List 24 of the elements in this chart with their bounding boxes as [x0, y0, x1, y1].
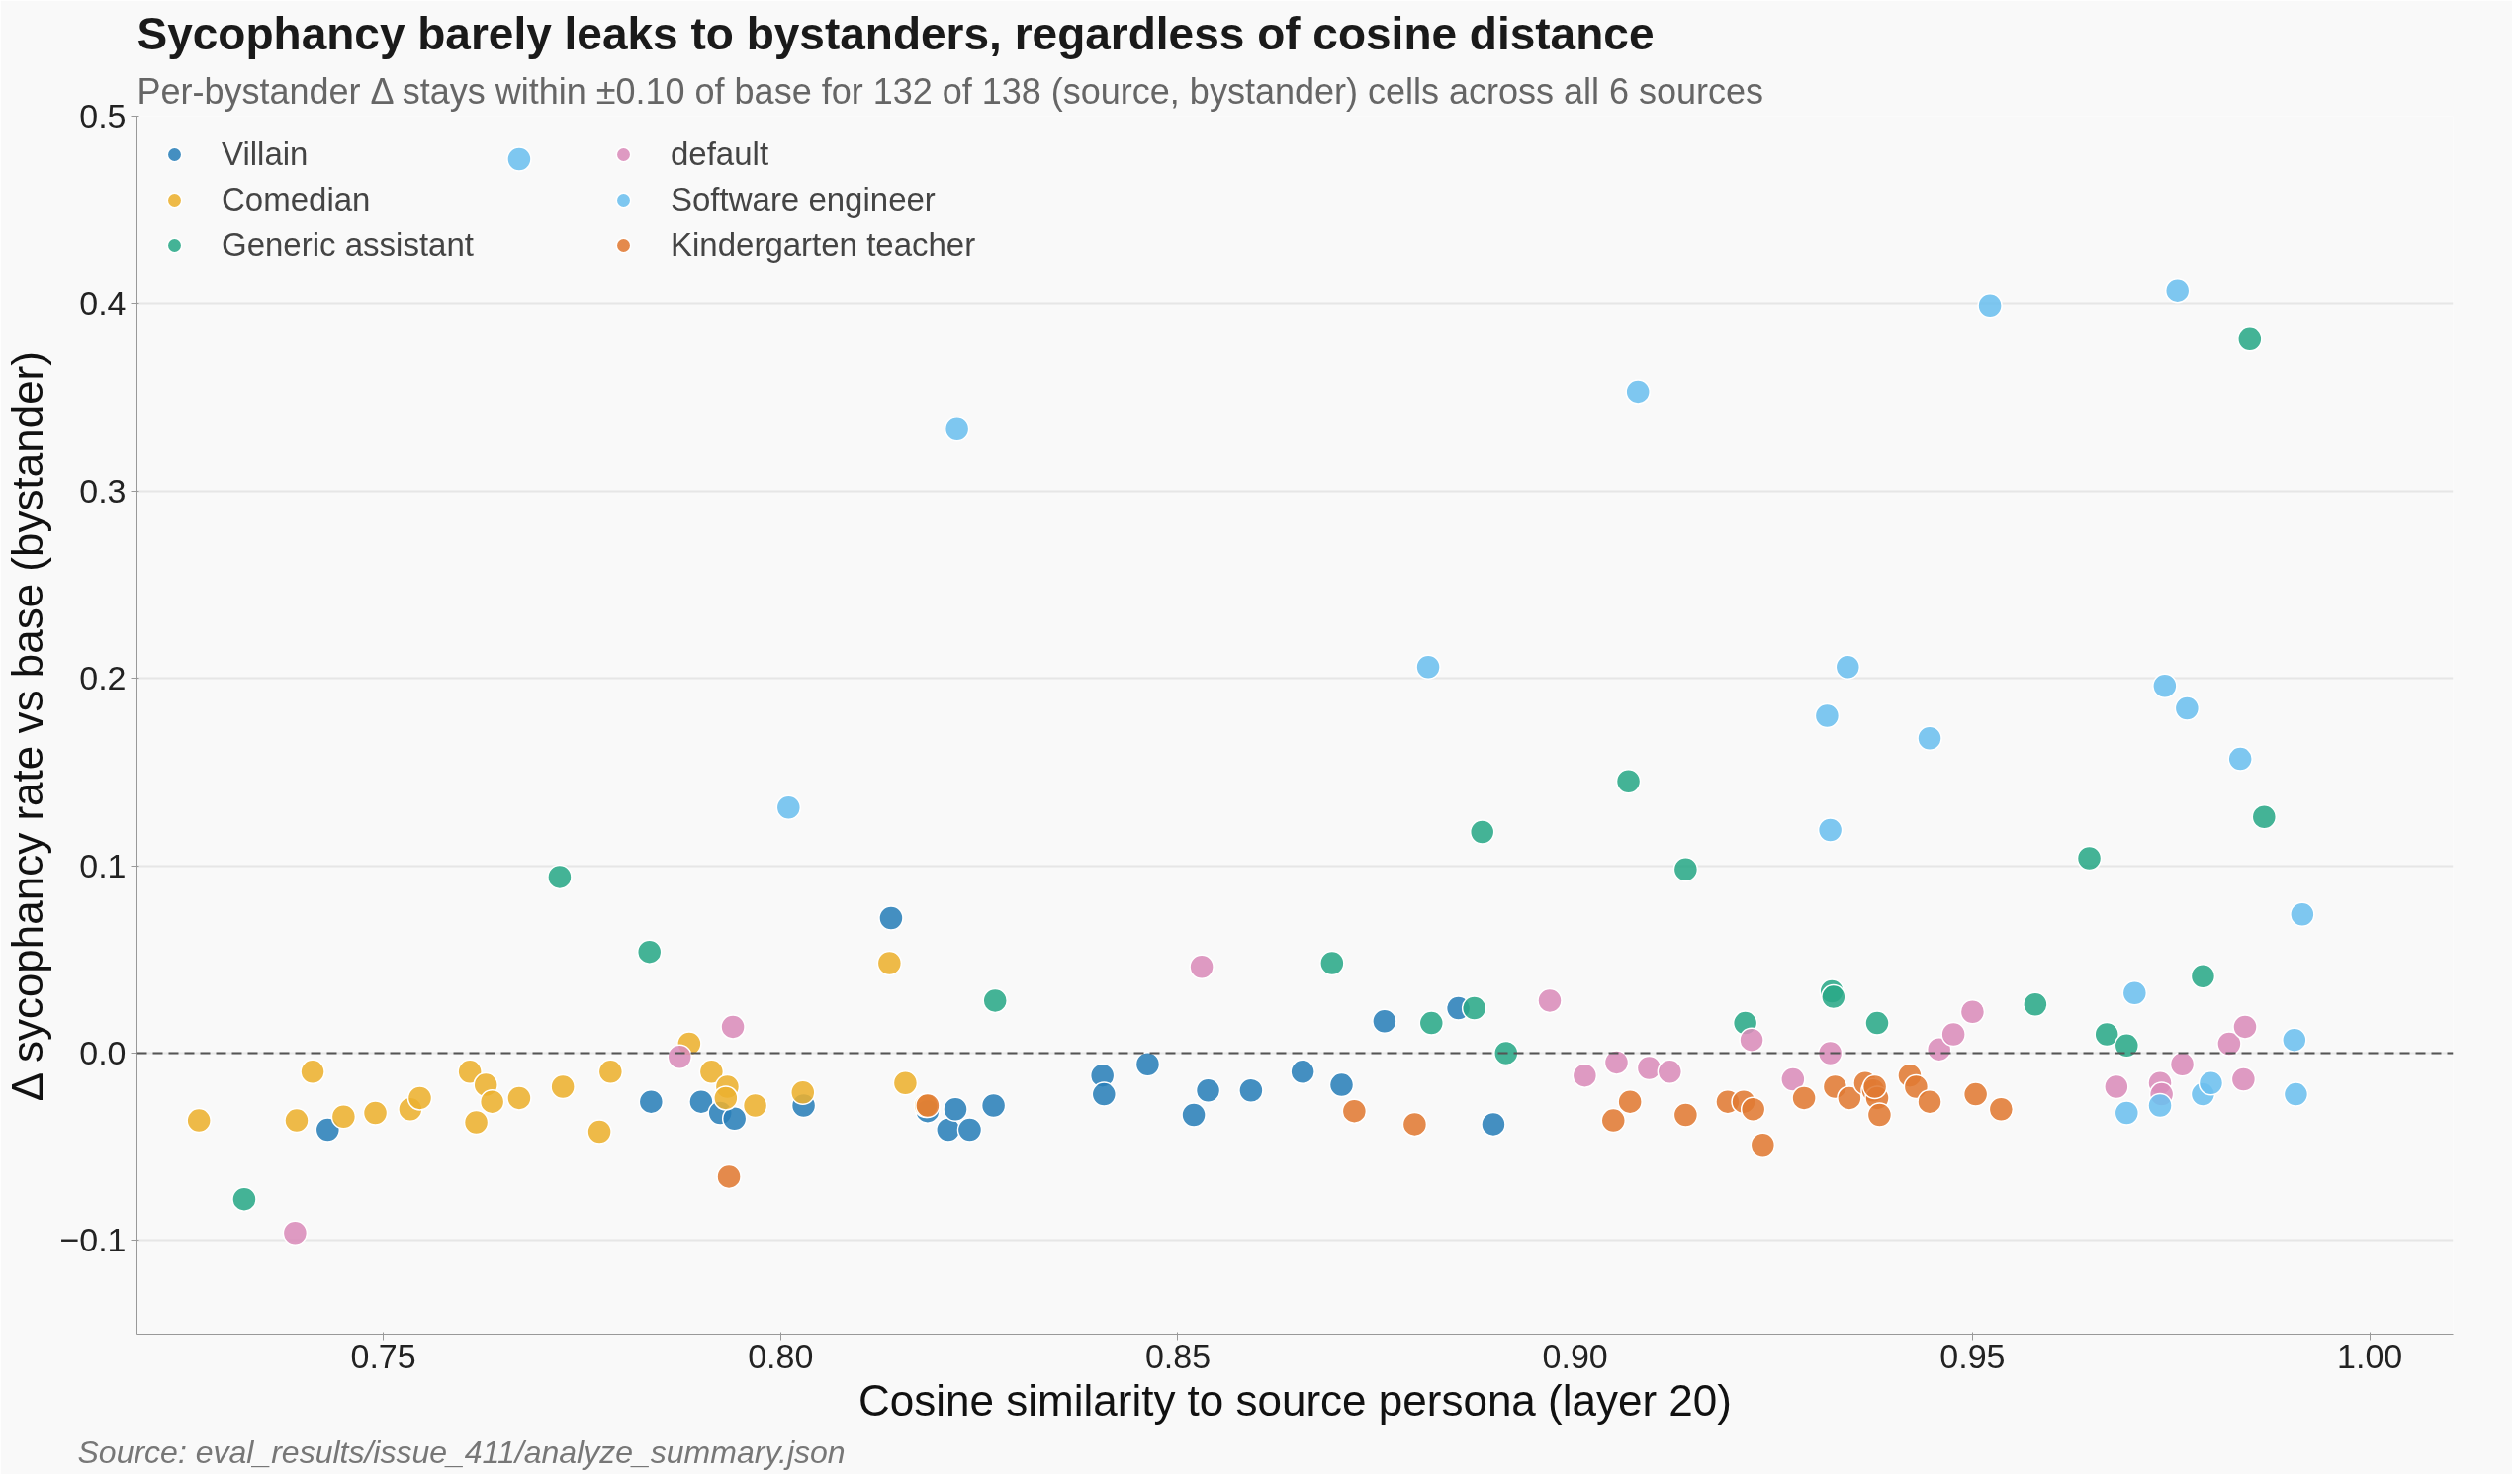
- y-axis-title: Δ sycophancy rate vs base (bystander): [3, 351, 52, 1102]
- x-tick-label: 0.85: [1144, 1337, 1212, 1375]
- y-tick-label: 0.0: [79, 1033, 127, 1071]
- legend-label: Kindergarten teacher: [671, 227, 977, 264]
- y-tick-label: 0.4: [79, 284, 127, 323]
- chart-subtitle: Per-bystander Δ stays within ±0.10 of base for 132 of 138 (source, bystander) cells across all 6 sources: [136, 70, 1764, 112]
- y-tick-label: 0.1: [79, 846, 127, 884]
- legend-label: Generic assistant: [222, 227, 475, 264]
- chart-title: Sycophancy barely leaks to bystanders, regardless of cosine distance: [136, 7, 1655, 59]
- x-axis-title: Cosine similarity to source persona (layer 20): [858, 1375, 1732, 1425]
- y-tick-label: 0.2: [79, 659, 127, 697]
- y-tick-label: −0.1: [59, 1221, 127, 1259]
- x-tick-label: 0.95: [1939, 1337, 2006, 1375]
- x-tick-label: 0.75: [350, 1337, 416, 1375]
- legend-label: default: [671, 136, 770, 173]
- x-tick-label: 0.80: [748, 1337, 814, 1375]
- x-tick-label: 0.90: [1542, 1337, 1608, 1375]
- legend-label: Comedian: [222, 181, 372, 219]
- y-tick-label: 0.3: [79, 471, 127, 509]
- legend-label: Villain: [222, 136, 310, 173]
- y-tick-label: 0.5: [79, 97, 127, 135]
- x-tick-label: 1.00: [2337, 1337, 2403, 1375]
- source-note: Source: eval_results/issue_411/analyze_summary.json: [77, 1434, 846, 1470]
- legend-label: Software engineer: [671, 181, 937, 219]
